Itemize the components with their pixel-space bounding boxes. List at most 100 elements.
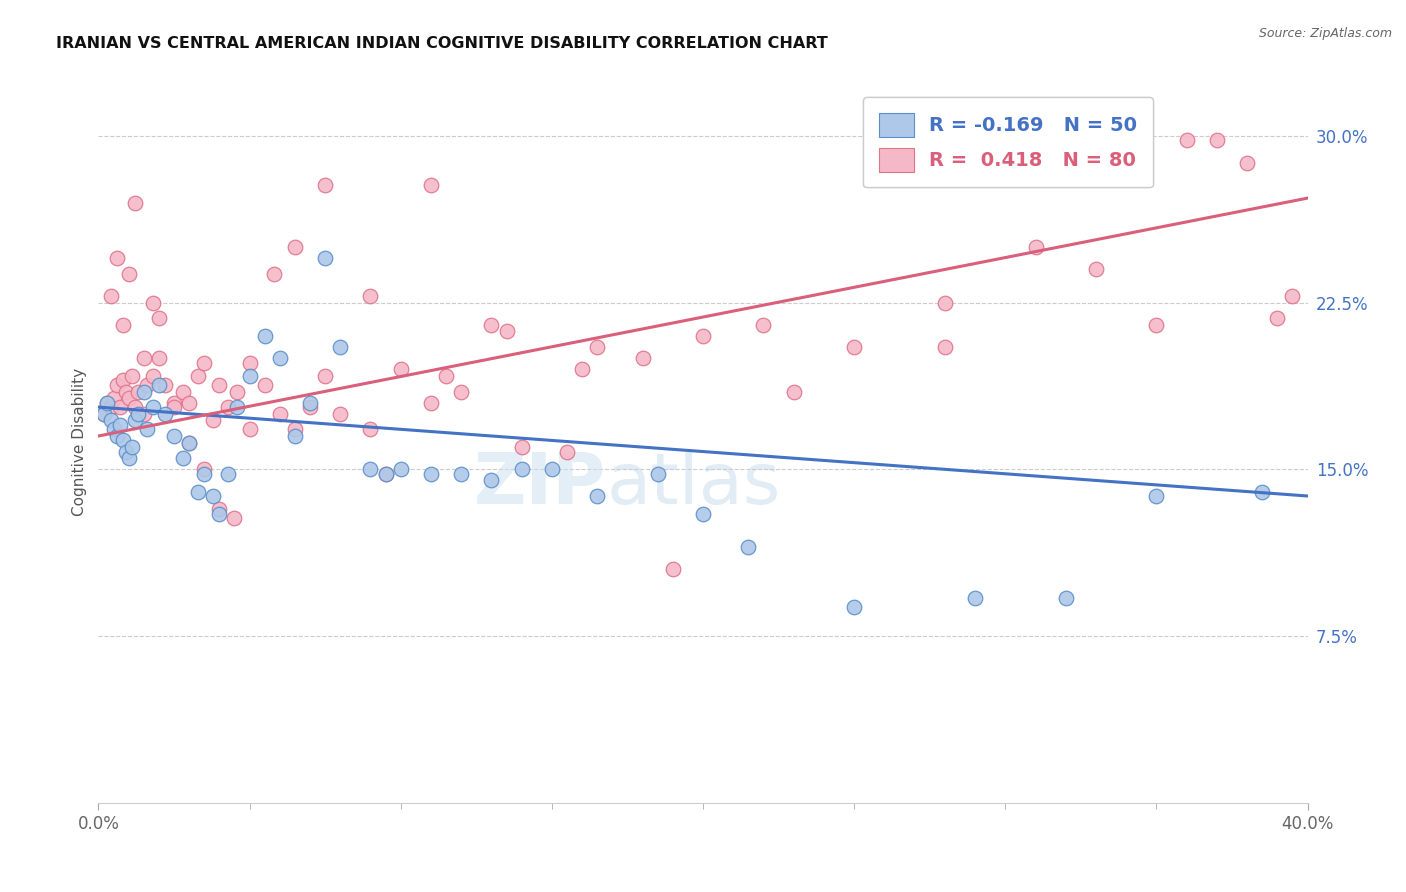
Point — [208, 502, 231, 516]
Point — [208, 507, 231, 521]
Point — [105, 251, 128, 265]
Text: ZIP: ZIP — [474, 450, 606, 519]
Point — [124, 195, 146, 210]
Point — [934, 340, 956, 354]
Point — [269, 407, 291, 421]
Point — [299, 395, 322, 409]
Point — [114, 444, 136, 458]
Point — [153, 407, 176, 421]
Point — [239, 368, 262, 383]
Point — [1144, 489, 1167, 503]
Point — [111, 318, 134, 332]
Point — [253, 329, 276, 343]
Point — [226, 400, 249, 414]
Point — [163, 429, 186, 443]
Point — [752, 318, 775, 332]
Point — [314, 251, 336, 265]
Text: atlas: atlas — [606, 450, 780, 519]
Point — [450, 467, 472, 481]
Point — [374, 467, 396, 481]
Point — [495, 325, 517, 339]
Point — [420, 178, 443, 192]
Point — [360, 422, 382, 436]
Point — [1267, 311, 1289, 326]
Point — [142, 368, 165, 383]
Point — [586, 489, 609, 503]
Point — [208, 377, 231, 392]
Point — [163, 400, 186, 414]
Point — [481, 474, 503, 488]
Point — [135, 377, 157, 392]
Point — [263, 267, 285, 281]
Point — [172, 384, 194, 399]
Point — [1281, 289, 1303, 303]
Point — [202, 489, 225, 503]
Point — [226, 384, 249, 399]
Y-axis label: Cognitive Disability: Cognitive Disability — [72, 368, 87, 516]
Point — [374, 467, 396, 481]
Point — [299, 400, 322, 414]
Point — [193, 356, 215, 370]
Point — [124, 413, 146, 427]
Point — [420, 395, 443, 409]
Point — [360, 462, 382, 476]
Point — [1206, 133, 1229, 147]
Point — [1175, 133, 1198, 147]
Point — [314, 368, 336, 383]
Point — [389, 362, 412, 376]
Point — [1144, 318, 1167, 332]
Point — [179, 435, 201, 450]
Point — [148, 351, 170, 366]
Point — [434, 368, 457, 383]
Point — [96, 395, 118, 409]
Point — [661, 562, 683, 576]
Point — [510, 440, 533, 454]
Point — [124, 400, 146, 414]
Point — [121, 440, 143, 454]
Point — [934, 295, 956, 310]
Point — [93, 407, 115, 421]
Point — [1054, 591, 1077, 606]
Point — [193, 467, 215, 481]
Point — [148, 377, 170, 392]
Point — [135, 422, 157, 436]
Point — [647, 467, 669, 481]
Point — [540, 462, 562, 476]
Point — [100, 400, 122, 414]
Point — [510, 462, 533, 476]
Point — [179, 435, 201, 450]
Point — [179, 395, 201, 409]
Point — [217, 400, 239, 414]
Point — [132, 351, 155, 366]
Point — [586, 340, 609, 354]
Point — [153, 377, 176, 392]
Point — [103, 422, 125, 436]
Point — [329, 407, 352, 421]
Point — [269, 351, 291, 366]
Text: Source: ZipAtlas.com: Source: ZipAtlas.com — [1258, 27, 1392, 40]
Point — [193, 462, 215, 476]
Point — [142, 295, 165, 310]
Point — [450, 384, 472, 399]
Point — [329, 340, 352, 354]
Point — [111, 373, 134, 387]
Point — [1024, 240, 1046, 254]
Point — [163, 395, 186, 409]
Point — [118, 267, 141, 281]
Point — [108, 417, 131, 432]
Point — [631, 351, 654, 366]
Point — [692, 507, 714, 521]
Point — [481, 318, 503, 332]
Point — [420, 467, 443, 481]
Point — [111, 434, 134, 448]
Point — [239, 422, 262, 436]
Point — [284, 240, 307, 254]
Point — [100, 289, 122, 303]
Point — [965, 591, 987, 606]
Point — [100, 413, 122, 427]
Point — [187, 368, 209, 383]
Point — [314, 178, 336, 192]
Point — [127, 384, 149, 399]
Point — [96, 395, 118, 409]
Point — [1251, 484, 1274, 499]
